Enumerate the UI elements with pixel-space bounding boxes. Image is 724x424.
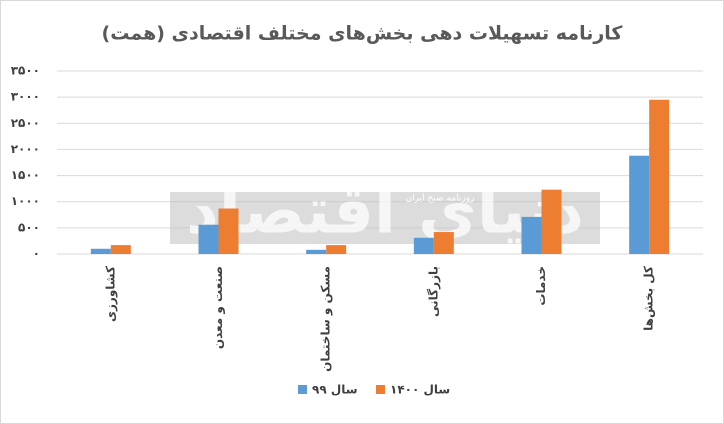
x-tick-label: صنعت و معدن bbox=[211, 266, 226, 349]
y-tick-label: ۲۵۰۰ bbox=[11, 116, 40, 130]
watermark-title: دنیای اقتصاد bbox=[186, 175, 584, 249]
bar bbox=[433, 232, 454, 254]
y-tick-label: ۰ bbox=[33, 247, 40, 261]
y-tick-label: ۱۵۰۰ bbox=[11, 168, 40, 182]
y-tick-label: ۳۵۰۰ bbox=[11, 64, 40, 78]
x-tick-label: کشاورزی bbox=[103, 266, 118, 322]
bar bbox=[629, 155, 650, 254]
bar bbox=[541, 189, 562, 254]
legend-swatch bbox=[376, 385, 385, 394]
bar bbox=[521, 216, 542, 254]
bar bbox=[413, 237, 434, 254]
bar bbox=[198, 224, 219, 254]
bar bbox=[90, 248, 111, 254]
x-tick-label: بازرگانی bbox=[426, 266, 440, 317]
bar bbox=[218, 208, 239, 254]
x-tick-label: خدمات bbox=[534, 266, 548, 306]
x-tick-label: کل بخش‌ها bbox=[642, 266, 656, 331]
y-tick-label: ۳۰۰۰ bbox=[11, 90, 40, 104]
bar bbox=[306, 249, 327, 254]
y-tick-label: ۵۰۰ bbox=[18, 220, 40, 234]
legend-label: سال ۹۹ bbox=[312, 383, 358, 397]
bar bbox=[326, 245, 347, 254]
y-tick-label: ۱۰۰۰ bbox=[11, 194, 40, 208]
legend-label: سال ۱۴۰۰ bbox=[390, 383, 450, 397]
y-tick-label: ۲۰۰۰ bbox=[11, 142, 40, 156]
bar bbox=[649, 99, 670, 254]
chart-title: کارنامه تسهیلات دهی بخش‌های مختلف اقتصاد… bbox=[102, 23, 624, 45]
x-tick-label: مسکن و ساختمان bbox=[319, 266, 334, 372]
legend-swatch bbox=[298, 385, 307, 394]
bar bbox=[110, 245, 131, 254]
watermark-subtitle: روزنامه صبح ایران bbox=[406, 194, 475, 204]
